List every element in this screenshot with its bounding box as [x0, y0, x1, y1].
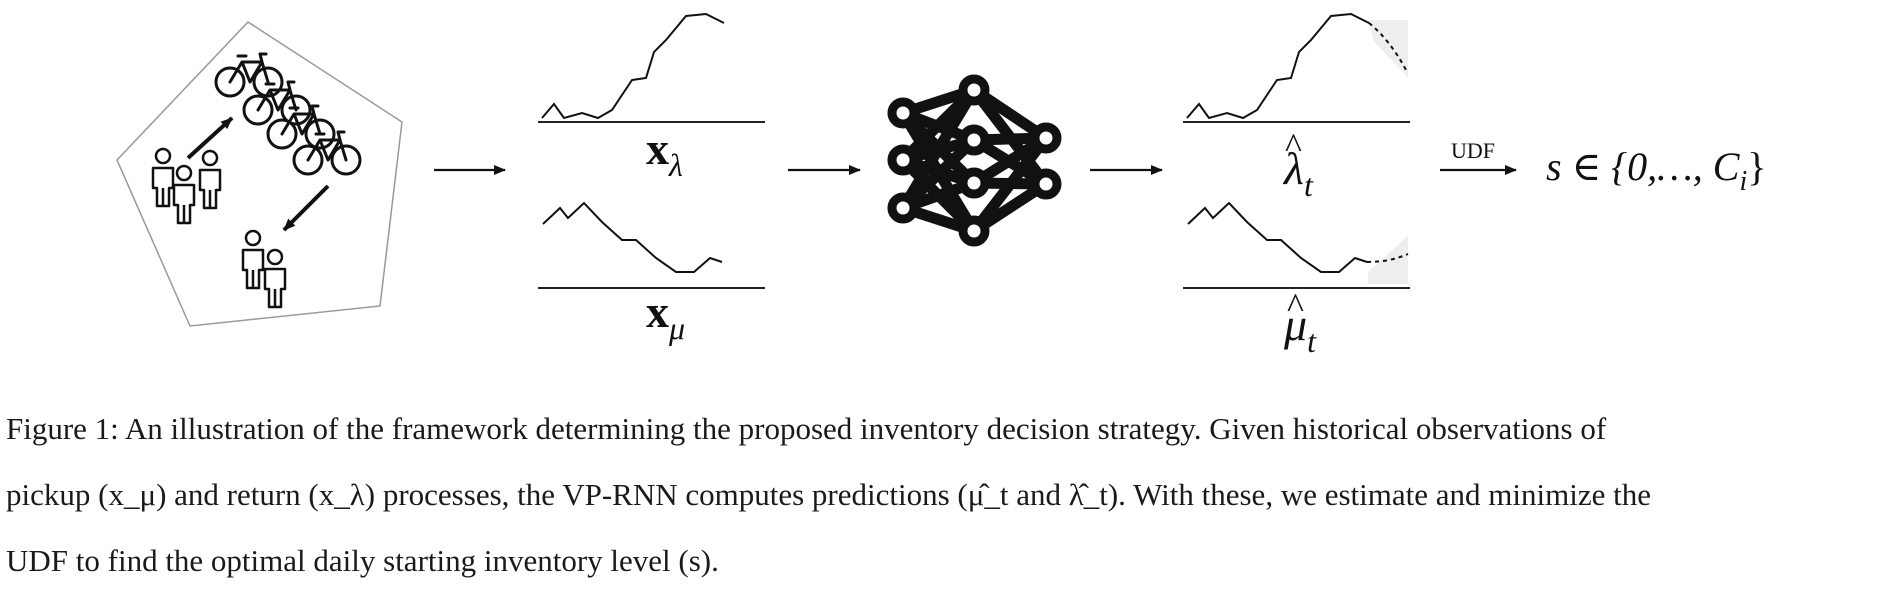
feature-series: xλ xμ — [538, 12, 765, 346]
prediction-series: λt ^ μt ^ — [1183, 12, 1410, 359]
mu-prediction-line — [1187, 201, 1368, 273]
caption-line-3: UDF to find the optimal daily starting i… — [6, 543, 719, 578]
lambda-uncertainty-band — [1368, 20, 1408, 78]
lambda-hat: ^ — [1285, 126, 1302, 166]
pickup-arrow — [186, 116, 234, 160]
caption-line-2: pickup (x_μ) and return (x_λ) processes,… — [6, 477, 1651, 512]
mu-hat: ^ — [1287, 286, 1304, 326]
mu-uncertainty-band — [1368, 236, 1408, 284]
lambda-prediction-label: λt — [1282, 143, 1314, 203]
inventory-set-expression: s ∈ {0,…, Ci} — [1546, 144, 1766, 197]
people-pickup-icon — [151, 147, 222, 225]
lambda-prediction-line — [1186, 12, 1370, 120]
lambda-feature-line — [541, 12, 725, 120]
udf-label: UDF — [1451, 138, 1495, 163]
figure-caption: Figure 1: An illustration of the framewo… — [6, 396, 1870, 594]
framework-figure: xλ xμ λt — [116, 12, 1766, 359]
station-illustration — [116, 21, 403, 327]
return-arrow — [282, 184, 330, 232]
mu-feature-label: xμ — [646, 286, 685, 346]
station-area — [116, 21, 403, 327]
neural-network-icon — [887, 74, 1062, 247]
bicycle-icon — [214, 52, 362, 176]
mu-prediction-label: μt — [1283, 299, 1317, 359]
caption-line-1: Figure 1: An illustration of the framewo… — [6, 411, 1607, 446]
people-return-icon — [241, 229, 287, 309]
mu-forecast-dotted — [1366, 253, 1409, 263]
lambda-feature-label: xλ — [646, 123, 683, 183]
mu-feature-line — [542, 201, 723, 273]
